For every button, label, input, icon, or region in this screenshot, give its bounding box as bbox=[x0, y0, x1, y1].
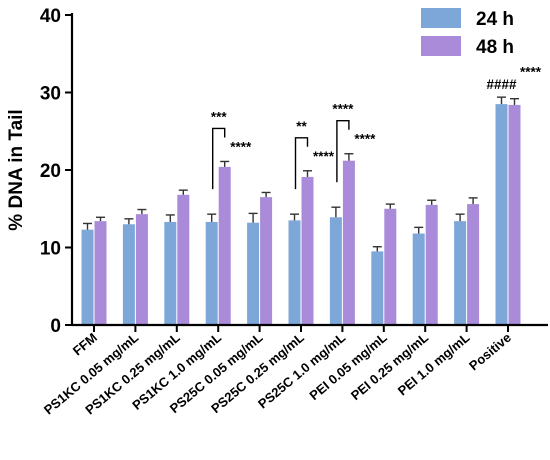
bar-48h-10 bbox=[508, 104, 521, 326]
bracket-significance-label: **** bbox=[332, 102, 354, 117]
bar-24h-3 bbox=[205, 221, 218, 325]
bar-48h-9 bbox=[467, 204, 480, 325]
significance-label: **** bbox=[313, 149, 335, 164]
bar-24h-5 bbox=[288, 220, 301, 325]
significance-label: #### bbox=[486, 77, 517, 92]
bar-24h-6 bbox=[329, 217, 342, 325]
x-tick-label: Positive bbox=[466, 330, 514, 374]
y-tick-label: 20 bbox=[40, 161, 61, 182]
bracket-significance-label: *** bbox=[211, 109, 228, 124]
y-tick-label: 0 bbox=[50, 316, 61, 337]
bar-48h-5 bbox=[301, 176, 314, 325]
bars-group bbox=[81, 104, 521, 326]
significance-bracket bbox=[294, 137, 309, 190]
legend: 24 h 48 h bbox=[421, 8, 514, 58]
legend-swatch-0 bbox=[421, 8, 461, 28]
significance-label: **** bbox=[230, 139, 252, 154]
significance-bracket bbox=[212, 127, 226, 190]
significance-label: **** bbox=[354, 132, 376, 147]
significance-bracket bbox=[336, 120, 350, 183]
bar-24h-10 bbox=[495, 104, 508, 325]
bar-48h-4 bbox=[260, 197, 273, 325]
bar-24h-2 bbox=[164, 221, 177, 325]
bar-48h-0 bbox=[94, 221, 107, 325]
significance-label: **** bbox=[520, 65, 542, 80]
bar-24h-9 bbox=[454, 221, 467, 325]
y-axis: 0 10 20 30 40 bbox=[40, 6, 74, 337]
bar-48h-1 bbox=[135, 214, 148, 325]
bar-24h-7 bbox=[371, 251, 384, 325]
x-tick-label: FFM bbox=[70, 330, 100, 359]
legend-label-0: 24 h bbox=[476, 9, 514, 30]
y-tick-label: 30 bbox=[40, 84, 61, 105]
x-tick-label: PEI 1.0 mg/mL bbox=[395, 330, 473, 399]
bar-24h-4 bbox=[247, 222, 260, 325]
legend-label-1: 48 h bbox=[476, 37, 514, 58]
bar-24h-1 bbox=[122, 224, 135, 325]
bar-48h-2 bbox=[177, 194, 190, 325]
bar-48h-7 bbox=[384, 208, 397, 325]
significance-annotations: *********************####**** bbox=[211, 65, 542, 190]
error-bars-group bbox=[83, 96, 519, 252]
legend-swatch-1 bbox=[421, 36, 461, 56]
bar-24h-8 bbox=[412, 233, 425, 325]
y-axis-label: % DNA in Tail bbox=[6, 109, 27, 230]
bracket-significance-label: ** bbox=[296, 119, 307, 134]
bar-24h-0 bbox=[81, 229, 94, 325]
bar-48h-3 bbox=[218, 166, 231, 325]
bar-48h-6 bbox=[342, 160, 355, 325]
bar-48h-8 bbox=[425, 204, 438, 325]
y-tick-label: 40 bbox=[40, 6, 61, 27]
y-tick-label: 10 bbox=[40, 239, 61, 260]
